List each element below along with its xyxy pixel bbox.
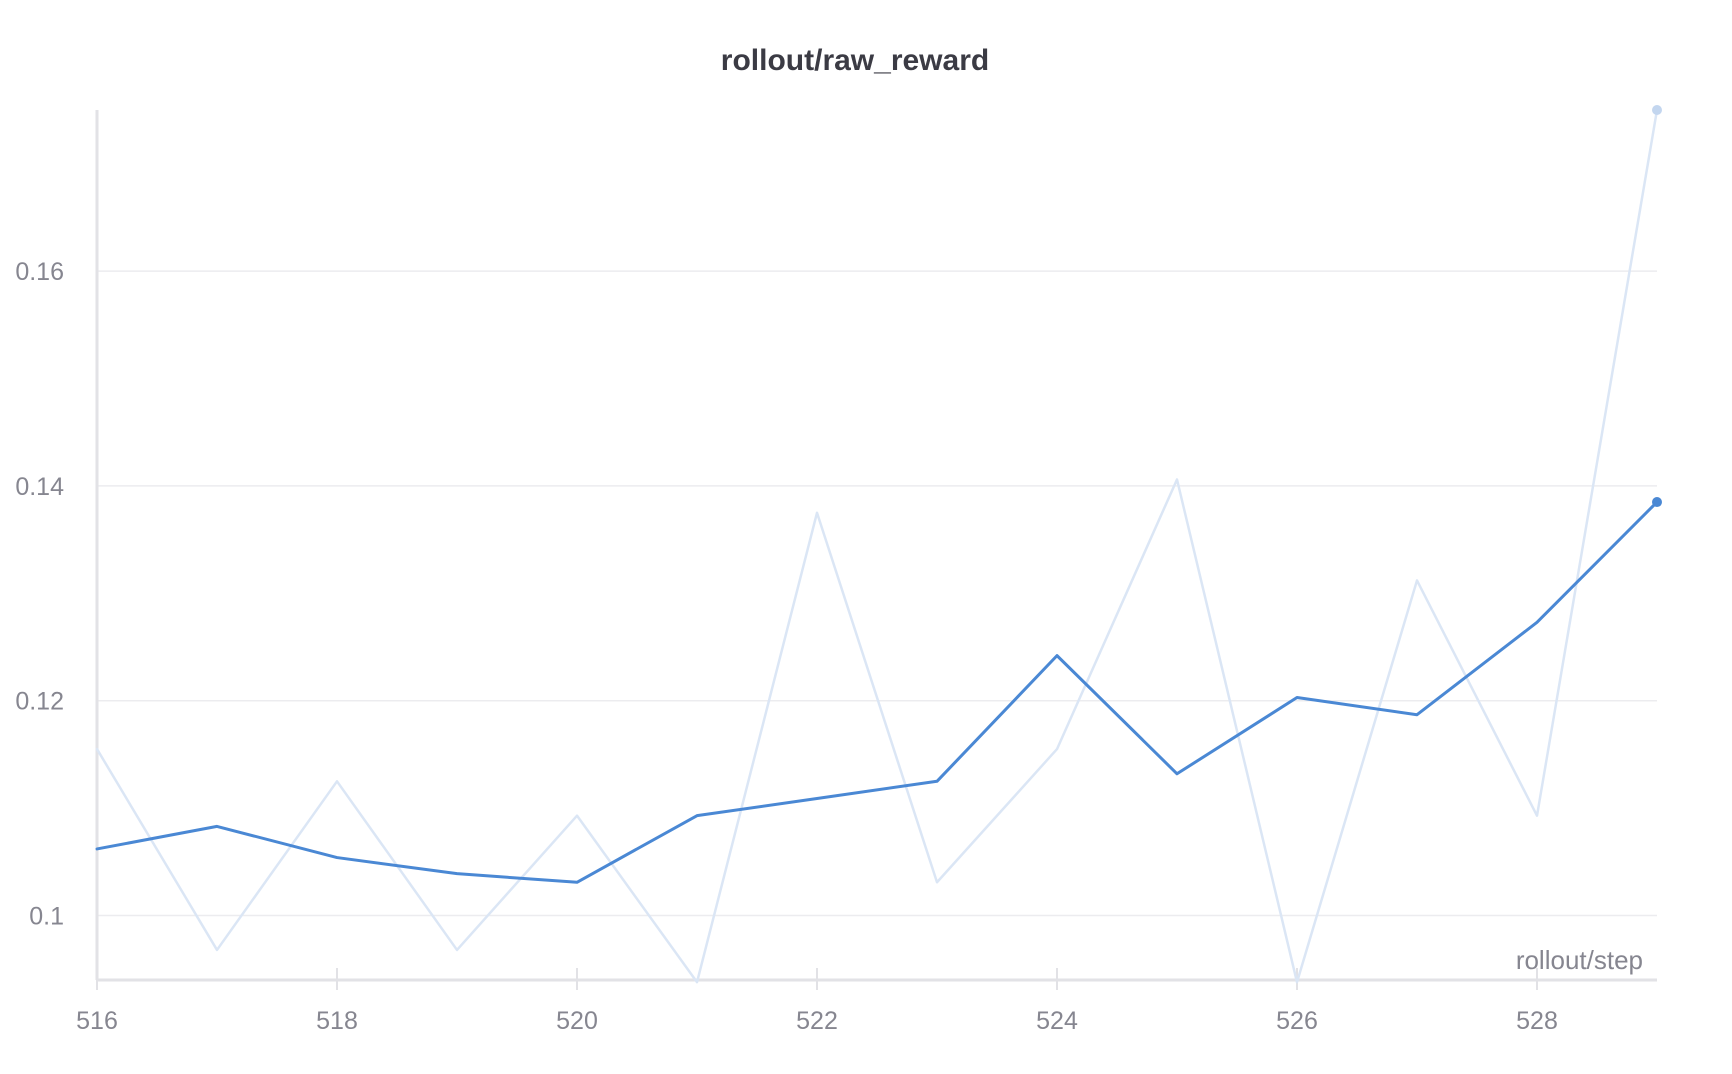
x-tick-label: 516: [76, 1007, 118, 1035]
y-tick-label: 0.16: [15, 258, 64, 286]
y-tick-label: 0.12: [15, 688, 64, 716]
x-tick-label: 520: [556, 1007, 598, 1035]
raw-series-endpoint: [1652, 105, 1662, 115]
x-axis-title: rollout/step: [1516, 945, 1643, 975]
x-tick-label: 528: [1516, 1007, 1558, 1035]
x-tick-label: 526: [1276, 1007, 1318, 1035]
x-tick-label: 518: [316, 1007, 358, 1035]
y-tick-label: 0.14: [15, 473, 64, 501]
x-tick-label: 524: [1036, 1007, 1078, 1035]
smoothed-series-endpoint: [1652, 497, 1662, 508]
chart-title: rollout/raw_reward: [720, 44, 990, 77]
y-tick-label: 0.1: [29, 903, 64, 931]
x-tick-label: 522: [796, 1007, 838, 1035]
smoothed-series-line: [95, 500, 1659, 884]
raw-series-line: [95, 108, 1659, 984]
